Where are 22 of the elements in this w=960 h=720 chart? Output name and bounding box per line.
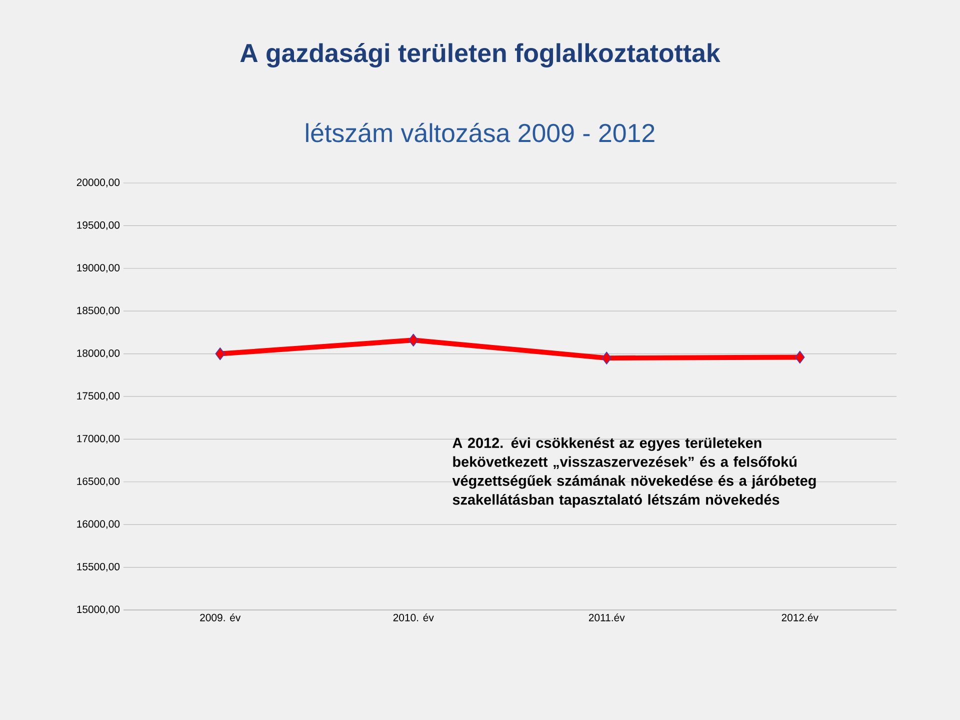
chart-subtitle: létszám változása 2009 - 2012: [306, 122, 654, 142]
y-tick-label: 17500,00: [77, 392, 120, 401]
x-tick-label: 2012.év: [782, 614, 818, 622]
x-tick-label: 2009. év: [200, 614, 241, 622]
point: [795, 350, 805, 364]
x-tick-label: 2011.év: [588, 614, 625, 622]
point: [215, 347, 226, 360]
annotation: A 2012. évi csökkenést az egyes területeken bekövetkezett „visszaszervezések” és a felsőfokú végzettségűek számának növekedése és a járóbeteg szakellátásban tapasztalató létszám növekedés: [452, 437, 816, 508]
y-tick-label: 16500,00: [77, 478, 120, 486]
y-tick-label: 19000,00: [77, 264, 120, 273]
y-tick-label: 15000,00: [77, 606, 120, 614]
y-tick-label: 20000,00: [76, 178, 120, 188]
point: [602, 352, 612, 364]
y-tick-label: 18500,00: [77, 306, 120, 316]
y-tick-label: 15500,00: [77, 562, 120, 572]
y-tick-label: 18000,00: [77, 349, 120, 358]
x-tick-label: 2010. év: [393, 614, 434, 622]
y-tick-label: 19500,00: [77, 221, 120, 230]
y-tick-label: 16000,00: [77, 520, 120, 529]
chart-title: A gazdasági területen foglalkoztatottak: [240, 42, 720, 68]
y-tick-label: 17000,00: [77, 434, 120, 444]
point: [408, 334, 418, 346]
